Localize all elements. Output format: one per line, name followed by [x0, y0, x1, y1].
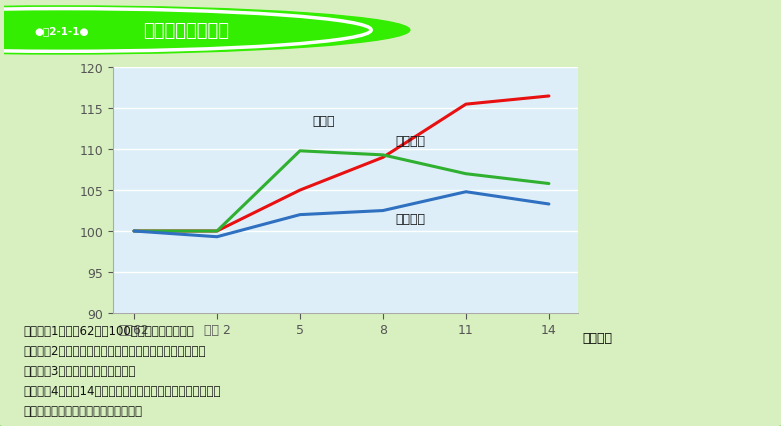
- Text: （資料）文部科学省「社会教育調査」: （資料）文部科学省「社会教育調査」: [23, 404, 142, 417]
- Text: 4　平成14年度については，中間報告による数値。: 4 平成14年度については，中間報告による数値。: [23, 384, 220, 397]
- Text: （年度）: （年度）: [582, 331, 612, 345]
- Text: 3　類似施設を含まない。: 3 類似施設を含まない。: [23, 364, 135, 377]
- Text: ●図2-1-1●: ●図2-1-1●: [34, 26, 89, 36]
- Text: 利用者数: 利用者数: [395, 135, 426, 148]
- Text: 2　利用者数については，前年度間の数である。: 2 利用者数については，前年度間の数である。: [23, 345, 205, 357]
- Text: 公民館数: 公民館数: [395, 213, 426, 226]
- Text: （注）　1　昭和62年を100とした指数である。: （注） 1 昭和62年を100とした指数である。: [23, 325, 194, 338]
- Text: 職員数: 職員数: [312, 115, 335, 128]
- Text: 公民館数等の推移: 公民館数等の推移: [143, 22, 229, 40]
- Circle shape: [0, 7, 410, 55]
